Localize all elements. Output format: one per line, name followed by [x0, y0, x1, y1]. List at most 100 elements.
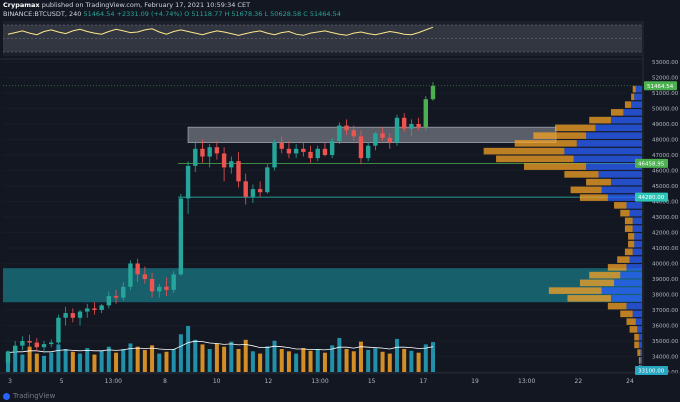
- candle-body: [257, 189, 263, 193]
- price-tick-label: 43000.00: [652, 215, 679, 221]
- volume-bar: [387, 353, 392, 372]
- volume-bar: [236, 349, 241, 372]
- profile-bar-up: [631, 101, 642, 108]
- last-price: 51464.54: [83, 10, 115, 18]
- candle-body: [301, 148, 306, 152]
- candle-body: [142, 274, 148, 279]
- candle-body: [430, 85, 436, 100]
- profile-bar-down: [607, 302, 627, 310]
- time-tick-label: 24: [626, 378, 634, 385]
- volume-bar: [229, 341, 234, 372]
- candle-body: [193, 148, 198, 166]
- volume-bar: [128, 343, 133, 372]
- candle-body: [171, 274, 176, 290]
- price-marker-label: 46458.95: [638, 161, 665, 167]
- price-tick-label: 44000.00: [652, 200, 679, 206]
- candle-body: [164, 286, 169, 290]
- price-marker-label: 33100.00: [638, 368, 665, 374]
- candle-body: [315, 148, 320, 159]
- profile-bar-down: [637, 349, 641, 356]
- profile-bar-up: [586, 163, 642, 170]
- candle-body: [121, 286, 126, 298]
- price-tick-label: 53000.00: [652, 60, 679, 66]
- candle-body: [77, 311, 83, 318]
- volume-bar: [402, 349, 407, 372]
- author-name[interactable]: Crypamax: [3, 1, 40, 9]
- candle-body: [13, 345, 18, 352]
- candlesticks[interactable]: [5, 82, 436, 372]
- profile-bar-down: [589, 116, 611, 124]
- profile-bar-down: [624, 101, 632, 108]
- volume-bar: [358, 341, 363, 372]
- time-axis-background: [0, 373, 680, 391]
- profile-bar-up: [626, 202, 642, 209]
- profile-bar-up: [637, 326, 642, 333]
- volume-bar: [171, 349, 176, 372]
- profile-bar-up: [629, 256, 642, 263]
- candle-body: [265, 167, 270, 193]
- volume-bar: [85, 348, 90, 372]
- tradingview-logo-icon: [3, 393, 10, 400]
- candle-body: [351, 130, 356, 137]
- profile-bar-up: [640, 349, 642, 356]
- volume-bar: [34, 353, 39, 372]
- candle-body: [344, 125, 349, 131]
- time-tick-label: 15: [368, 378, 376, 385]
- profile-bar-down: [586, 178, 611, 186]
- volume-bar: [301, 348, 306, 372]
- volume-bar: [186, 326, 191, 372]
- profile-bar-up: [638, 341, 642, 349]
- volume-ma-line: [7, 340, 434, 354]
- price-labels: 51464.54 46458.95 44280.00 33100.00: [635, 81, 677, 375]
- candle-body: [329, 141, 335, 155]
- candle-body: [250, 189, 256, 197]
- volume-bar: [78, 353, 83, 372]
- profile-bar-up: [620, 271, 642, 279]
- volume-bar: [200, 344, 205, 372]
- price-tick-label: 36000.00: [652, 324, 679, 330]
- profile-bar-down: [533, 132, 587, 139]
- profile-bar-up: [632, 248, 642, 256]
- profile-bar-down: [620, 310, 633, 318]
- profile-bar-up: [573, 155, 642, 163]
- profile-bar-down: [624, 248, 633, 256]
- time-axis[interactable]: 3 5 13:00 8 10 12 13:00 15 17 19 13:00 22 24: [0, 372, 680, 391]
- price-tick-label: 42000.00: [652, 231, 679, 237]
- volume-bars: [6, 326, 435, 372]
- price-tick-label: 37000.00: [652, 308, 679, 314]
- profile-bar-up: [598, 171, 642, 178]
- profile-bar-up: [564, 147, 642, 155]
- candle-body: [409, 124, 414, 129]
- candle-body: [322, 148, 328, 155]
- candle-body: [394, 117, 400, 143]
- volume-bar: [70, 351, 75, 372]
- volume-bar: [207, 349, 212, 372]
- profile-bar-up: [632, 225, 642, 232]
- price-marker: [635, 158, 668, 168]
- volume-bar: [99, 350, 104, 372]
- candle-body: [135, 263, 140, 275]
- candle-body: [423, 99, 428, 128]
- profile-bar-up: [634, 233, 642, 240]
- candle-body: [149, 279, 155, 292]
- profile-bar-up: [635, 85, 642, 93]
- profile-bar-up: [601, 287, 642, 294]
- time-tick-label: 19: [471, 378, 479, 385]
- price-change: +2331.09 (+4.74%): [116, 10, 183, 18]
- volume-bar: [423, 344, 428, 372]
- symbol-label[interactable]: BINANCE:BTCUSDT, 240: [3, 10, 82, 18]
- candle-body: [63, 313, 68, 318]
- candle-body: [373, 133, 378, 146]
- profile-bar-down: [628, 233, 635, 240]
- price-tick-label: 52000.00: [652, 76, 679, 82]
- volume-bar: [337, 337, 342, 372]
- profile-bar-up: [607, 194, 642, 201]
- profile-bar-up: [576, 140, 642, 147]
- profile-bar-up: [640, 357, 642, 364]
- profile-bar-up: [629, 209, 642, 217]
- volume-bar: [322, 352, 327, 372]
- price-tick-label: 46000.00: [652, 169, 679, 175]
- volume-bar: [214, 343, 219, 372]
- candle-body: [337, 125, 342, 142]
- volume-bar: [157, 353, 162, 372]
